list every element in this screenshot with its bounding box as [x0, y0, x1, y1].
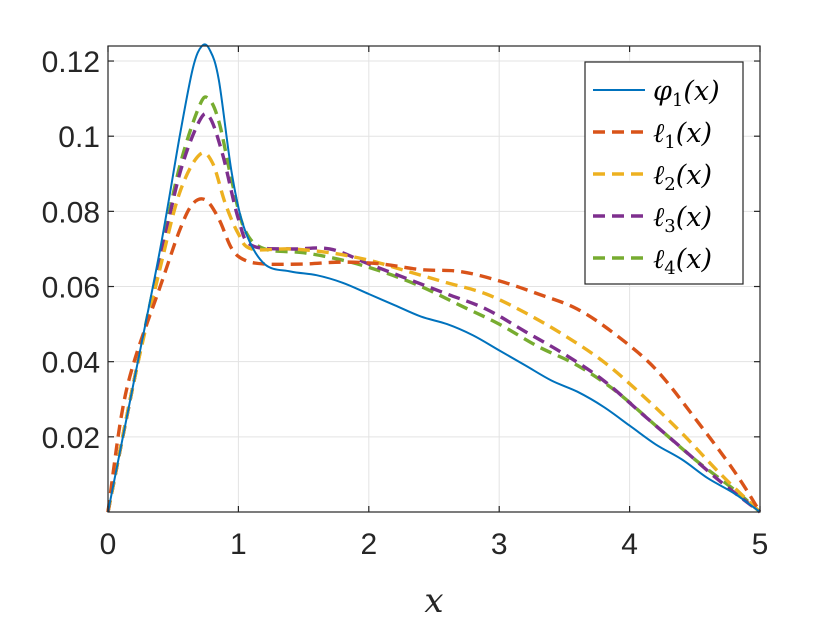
y-tick-label: 0.08: [42, 196, 100, 229]
legend-box: [584, 61, 744, 285]
series-line-3: [106, 151, 762, 514]
legend-label: ℓ1(x): [653, 118, 712, 153]
x-tick-label: 4: [621, 528, 638, 561]
legend-label: ℓ3(x): [653, 202, 712, 237]
y-tick-label: 0.1: [58, 121, 100, 154]
x-axis-label: x: [424, 581, 443, 621]
x-tick-label: 0: [100, 528, 117, 561]
y-tick-label: 0.02: [42, 422, 100, 455]
series-line-2: [106, 197, 762, 513]
x-tick-label: 1: [230, 528, 247, 561]
series-line-1: [107, 43, 761, 513]
legend-label: ℓ4(x): [653, 244, 712, 279]
y-tick-label: 0.06: [42, 272, 100, 305]
y-tick-label: 0.04: [42, 347, 100, 380]
legend-label: φ1(x): [653, 76, 720, 111]
x-tick-label: 2: [360, 528, 377, 561]
x-tick-label: 3: [491, 528, 508, 561]
y-axis-ticks: 0.02 0.04 0.06 0.08 0.1 0.12: [42, 46, 760, 455]
legend-label: ℓ2(x): [653, 160, 712, 195]
x-tick-label: 5: [752, 528, 769, 561]
y-tick-label: 0.12: [42, 46, 100, 79]
plot-frame: [107, 45, 761, 513]
series-lines: [106, 43, 762, 514]
series-line-4: [106, 111, 762, 514]
x-axis-ticks: 0 1 2 3 4 5: [100, 46, 769, 561]
legend: φ1(x) ℓ1(x) ℓ2(x) ℓ3(x) ℓ4(x): [584, 61, 744, 285]
series-line-5: [106, 95, 762, 514]
